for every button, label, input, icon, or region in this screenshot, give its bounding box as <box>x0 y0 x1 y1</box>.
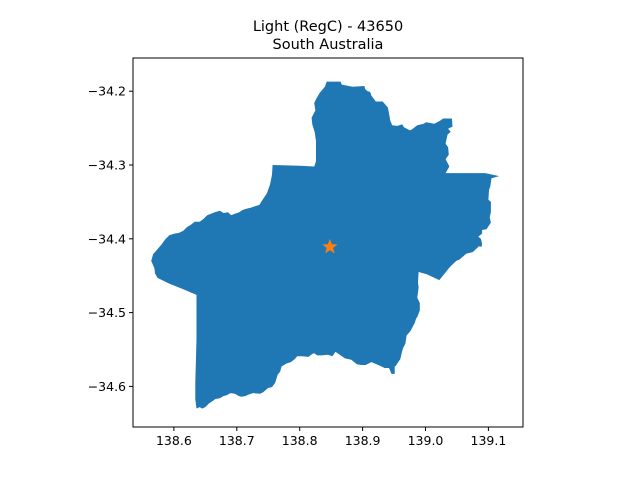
x-tick-label: 138.7 <box>219 433 255 448</box>
y-tick-label: −34.3 <box>88 158 126 173</box>
y-tick-label: −34.4 <box>88 231 126 246</box>
plot-area <box>151 81 500 409</box>
x-tick-label: 138.8 <box>282 433 318 448</box>
x-tick-label: 138.6 <box>156 433 192 448</box>
axes-frame <box>132 57 524 428</box>
chart-title-line2: South Australia <box>273 37 384 53</box>
x-tick-label: 139.1 <box>471 433 507 448</box>
axes: 138.6 138.7 138.8 138.9 139.0 139.1 −34.2 −34.3… <box>88 57 524 448</box>
star-marker <box>322 238 338 254</box>
chart-title-line1: Light (RegC) - 43650 <box>253 19 403 35</box>
y-tick-label: −34.6 <box>88 379 126 394</box>
y-tick-label: −34.5 <box>88 305 126 320</box>
x-tick-label: 139.0 <box>408 433 444 448</box>
y-tick-label: −34.2 <box>88 84 126 99</box>
x-tick-label: 138.9 <box>345 433 381 448</box>
